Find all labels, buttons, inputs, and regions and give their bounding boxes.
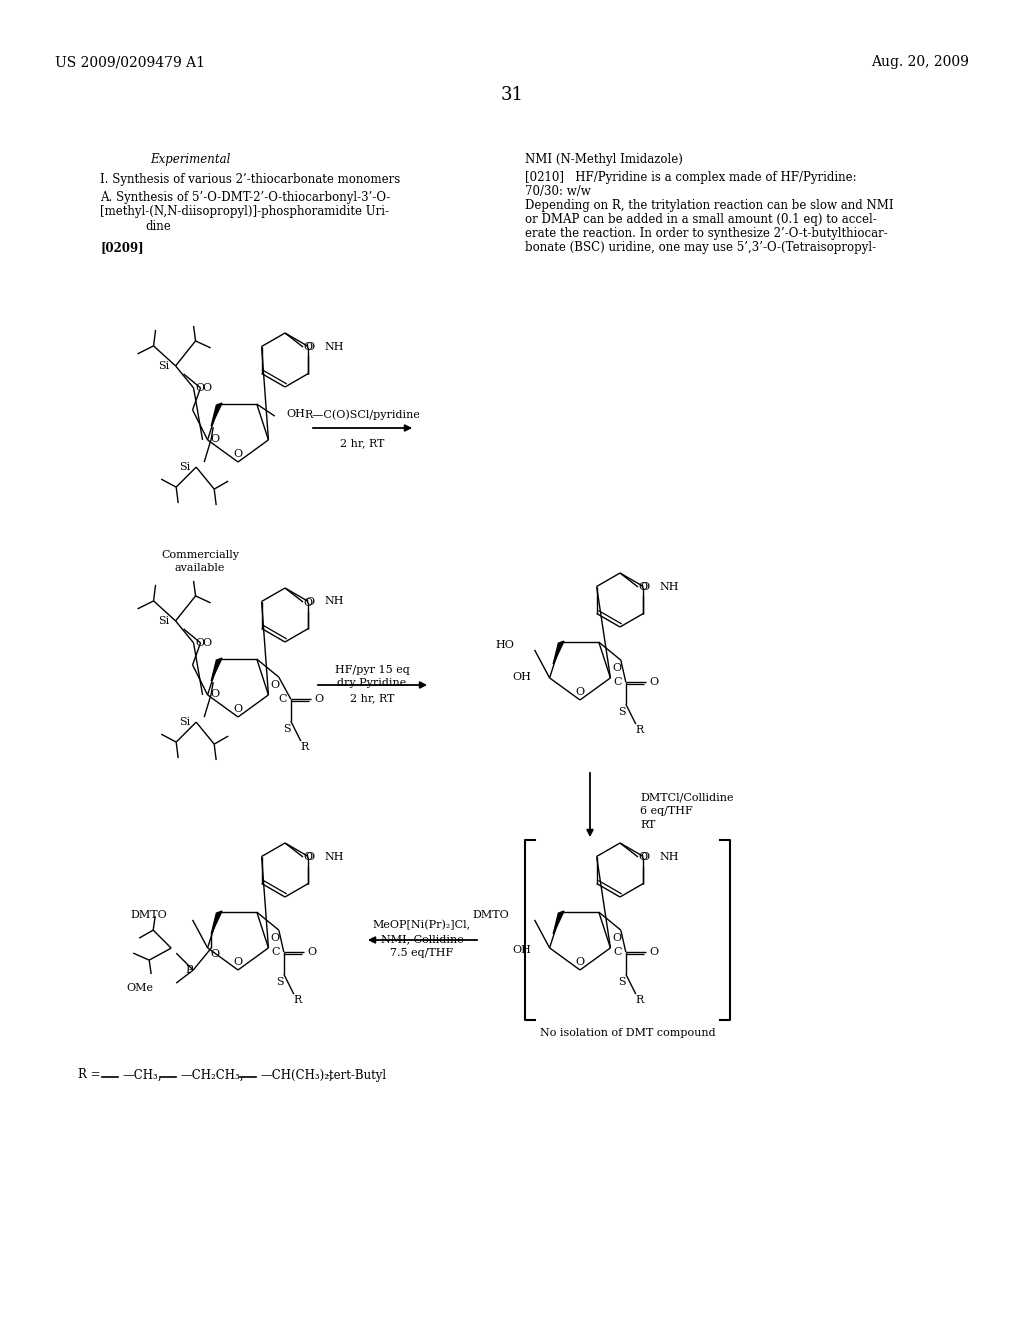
Text: Si: Si xyxy=(179,717,190,727)
Text: R—C(O)SCl/pyridine: R—C(O)SCl/pyridine xyxy=(304,409,420,420)
Text: O: O xyxy=(195,383,204,393)
Text: -tert-Butyl: -tert-Butyl xyxy=(325,1068,386,1081)
Text: S: S xyxy=(283,725,291,734)
Text: [0209]: [0209] xyxy=(100,242,143,255)
Text: RT: RT xyxy=(640,820,655,830)
Text: O: O xyxy=(270,680,280,690)
Text: O: O xyxy=(612,663,622,673)
Text: O: O xyxy=(211,689,220,700)
Text: O: O xyxy=(233,449,243,459)
Text: erate the reaction. In order to synthesize 2’-O-t-butylthiocar-: erate the reaction. In order to synthesi… xyxy=(525,227,888,239)
Text: Commercially: Commercially xyxy=(161,550,239,560)
Text: O: O xyxy=(304,598,313,607)
Text: Si: Si xyxy=(159,360,170,371)
Text: or DMAP can be added in a small amount (0.1 eq) to accel-: or DMAP can be added in a small amount (… xyxy=(525,213,877,226)
Polygon shape xyxy=(553,642,564,664)
Polygon shape xyxy=(553,911,564,935)
Text: 6 eq/THF: 6 eq/THF xyxy=(640,807,693,816)
Text: [0210]   HF/Pyridine is a complex made of HF/Pyridine:: [0210] HF/Pyridine is a complex made of … xyxy=(525,170,857,183)
Text: S: S xyxy=(618,977,626,987)
Text: C: C xyxy=(613,948,622,957)
Text: 70/30: w/w: 70/30: w/w xyxy=(525,185,591,198)
Text: —CH₃,: —CH₃, xyxy=(122,1068,162,1081)
Text: HF/pyr 15 eq: HF/pyr 15 eq xyxy=(335,665,410,675)
Text: P: P xyxy=(185,965,193,975)
Text: O: O xyxy=(202,383,211,393)
Text: R: R xyxy=(301,742,309,752)
Text: A. Synthesis of 5’-O-DMT-2’-O-thiocarbonyl-3’-O-: A. Synthesis of 5’-O-DMT-2’-O-thiocarbon… xyxy=(100,190,390,203)
Text: —CH(CH₃)₂,: —CH(CH₃)₂, xyxy=(260,1068,333,1081)
Text: NH: NH xyxy=(325,342,344,351)
Text: Aug. 20, 2009: Aug. 20, 2009 xyxy=(871,55,969,69)
Text: O: O xyxy=(211,434,220,444)
Text: [methyl-(N,N-diisopropyl)]-phosphoramidite Uri-: [methyl-(N,N-diisopropyl)]-phosphoramidi… xyxy=(100,206,389,219)
Text: R: R xyxy=(294,995,302,1005)
Text: O: O xyxy=(304,853,313,862)
Text: OH: OH xyxy=(512,945,531,956)
Text: O: O xyxy=(305,597,314,607)
Text: I. Synthesis of various 2’-thiocarbonate monomers: I. Synthesis of various 2’-thiocarbonate… xyxy=(100,173,400,186)
Text: O: O xyxy=(612,933,622,942)
Text: O: O xyxy=(211,949,220,960)
Text: OMe: OMe xyxy=(126,983,154,993)
Text: OH: OH xyxy=(512,672,531,682)
Text: O: O xyxy=(270,933,280,942)
Text: NH: NH xyxy=(659,851,679,862)
Text: Si: Si xyxy=(179,462,190,473)
Text: dry Pyridine: dry Pyridine xyxy=(337,678,407,688)
Text: 31: 31 xyxy=(501,86,523,104)
Text: No isolation of DMT compound: No isolation of DMT compound xyxy=(541,1028,716,1038)
Text: O: O xyxy=(307,948,316,957)
Text: O: O xyxy=(640,582,649,591)
Text: Experimental: Experimental xyxy=(150,153,230,166)
Text: NH: NH xyxy=(325,597,344,606)
Text: R: R xyxy=(636,725,644,735)
Text: C: C xyxy=(271,948,280,957)
Text: R =: R = xyxy=(78,1068,100,1081)
Text: O: O xyxy=(640,851,649,862)
Text: dine: dine xyxy=(145,220,171,234)
Text: Si: Si xyxy=(159,616,170,626)
Text: O: O xyxy=(233,704,243,714)
Text: 7.5 eq/THF: 7.5 eq/THF xyxy=(390,948,454,958)
Text: OH: OH xyxy=(287,409,306,420)
Text: —CH₂CH₃,: —CH₂CH₃, xyxy=(180,1068,244,1081)
Text: NMI, Collidine: NMI, Collidine xyxy=(381,935,464,944)
Text: 2 hr, RT: 2 hr, RT xyxy=(350,693,394,704)
Text: R: R xyxy=(636,995,644,1005)
Text: DMTCl/Collidine: DMTCl/Collidine xyxy=(640,792,733,803)
Text: C: C xyxy=(613,677,622,688)
Text: DMTO: DMTO xyxy=(131,909,168,920)
Text: O: O xyxy=(202,638,211,648)
Polygon shape xyxy=(211,403,222,426)
Text: 2 hr, RT: 2 hr, RT xyxy=(340,438,384,447)
Text: DMTO: DMTO xyxy=(473,909,510,920)
Text: O: O xyxy=(639,582,648,593)
Text: US 2009/0209479 A1: US 2009/0209479 A1 xyxy=(55,55,205,69)
Text: bonate (BSC) uridine, one may use 5’,3’-O-(Tetraisopropyl-: bonate (BSC) uridine, one may use 5’,3’-… xyxy=(525,240,877,253)
Text: available: available xyxy=(175,564,225,573)
Polygon shape xyxy=(211,659,222,681)
Text: Depending on R, the tritylation reaction can be slow and NMI: Depending on R, the tritylation reaction… xyxy=(525,198,894,211)
Text: O: O xyxy=(649,677,658,688)
Text: O: O xyxy=(575,957,585,968)
Text: O: O xyxy=(639,853,648,862)
Text: NH: NH xyxy=(325,851,344,862)
Text: S: S xyxy=(276,977,284,987)
Polygon shape xyxy=(211,911,222,935)
Text: S: S xyxy=(618,708,626,717)
Text: O: O xyxy=(195,638,204,648)
Text: HO: HO xyxy=(496,640,515,649)
Text: O: O xyxy=(649,948,658,957)
Text: NH: NH xyxy=(659,582,679,591)
Text: O: O xyxy=(314,694,324,704)
Text: O: O xyxy=(305,342,314,352)
Text: O: O xyxy=(304,342,313,352)
Text: MeOP[Ni(Pr)₂]Cl,: MeOP[Ni(Pr)₂]Cl, xyxy=(373,920,471,931)
Text: NMI (N-Methyl Imidazole): NMI (N-Methyl Imidazole) xyxy=(525,153,683,166)
Text: O: O xyxy=(233,957,243,968)
Text: C: C xyxy=(279,694,287,704)
Text: O: O xyxy=(305,851,314,862)
Text: O: O xyxy=(575,686,585,697)
